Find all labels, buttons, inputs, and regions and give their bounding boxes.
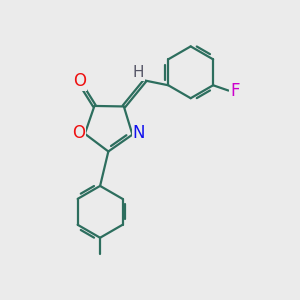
Text: N: N [133, 124, 145, 142]
Text: O: O [72, 124, 85, 142]
Text: H: H [133, 65, 144, 80]
Text: O: O [73, 72, 86, 90]
Text: F: F [230, 82, 240, 100]
